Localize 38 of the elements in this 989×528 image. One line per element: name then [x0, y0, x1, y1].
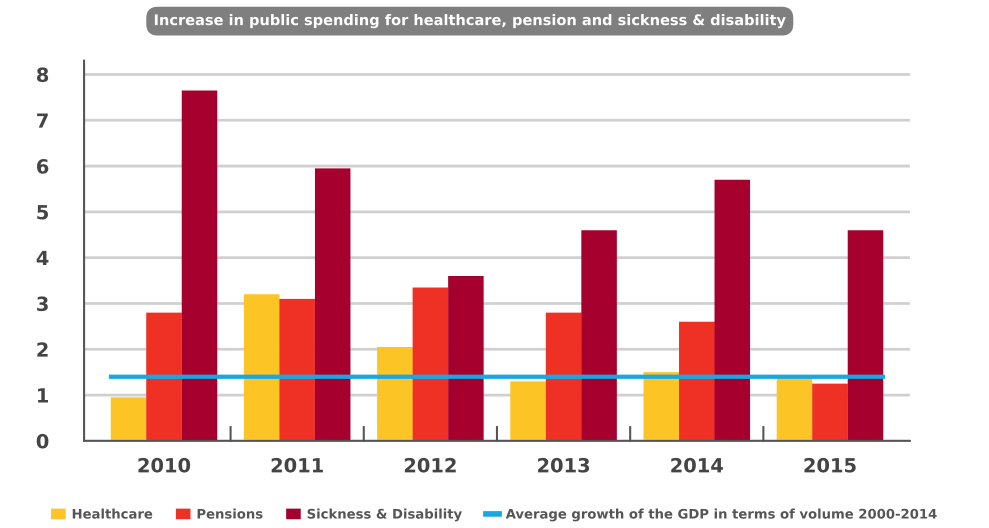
y-tick-label: 6 [37, 159, 48, 174]
x-tick-label: 2015 [804, 458, 856, 473]
bar [848, 230, 884, 441]
y-tick-label: 2 [37, 342, 48, 357]
bar [146, 312, 182, 441]
bar [448, 276, 484, 441]
y-tick-label: 7 [37, 113, 48, 128]
y-tick-label: 0 [36, 434, 48, 449]
bar [776, 376, 812, 441]
y-tick-label: 5 [37, 205, 48, 220]
bar [546, 312, 582, 441]
bar [244, 294, 280, 441]
bar [110, 397, 146, 441]
x-tick-label: 2010 [138, 458, 190, 473]
bar [314, 168, 350, 441]
legend-label: Average growth of the GDP in terms of volume 2000-2014 [506, 508, 937, 522]
legend-label: Sickness & Disability [308, 508, 462, 522]
x-tick-label: 2012 [404, 458, 456, 473]
x-tick-label: 2014 [671, 458, 723, 473]
x-tick-label: 2013 [538, 458, 590, 473]
legend-label: Healthcare [72, 508, 152, 519]
y-tick-label: 3 [37, 296, 48, 312]
chart-title: Increase in public spending for healthcare, pension and sickness & disability [154, 14, 786, 28]
x-tick-label: 2011 [272, 458, 323, 473]
bar [279, 298, 315, 441]
y-tick-label: 8 [37, 67, 48, 82]
y-tick-label: 4 [36, 250, 48, 266]
bar [643, 372, 680, 441]
legend-label: Pensions [198, 508, 262, 519]
bar [581, 230, 617, 441]
bar [182, 90, 218, 441]
bar [812, 384, 848, 441]
bar [714, 180, 750, 441]
y-tick-label: 1 [38, 388, 48, 402]
bar [679, 322, 715, 441]
bar [377, 346, 413, 441]
bar [510, 381, 546, 441]
bar [412, 287, 448, 441]
